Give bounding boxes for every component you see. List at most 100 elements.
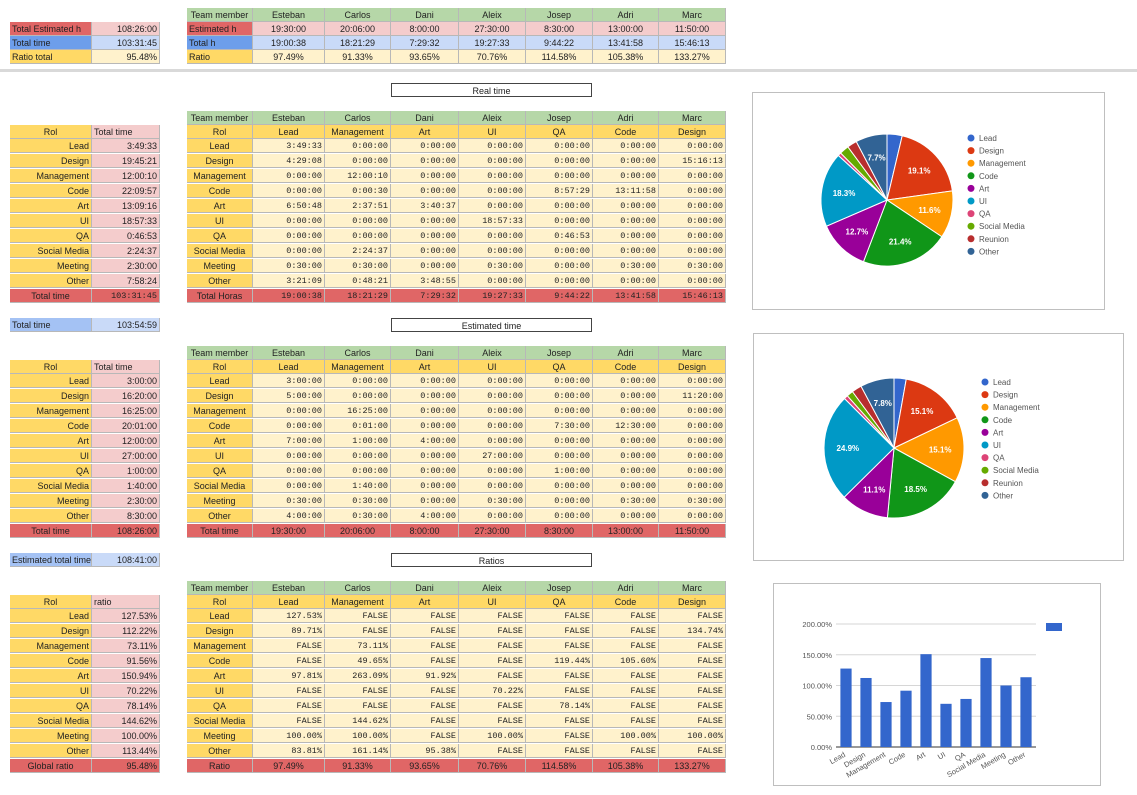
total-time-label[interactable]: Total time xyxy=(10,318,92,332)
matrix-cell[interactable]: 1:00:00 xyxy=(526,464,593,478)
member-name[interactable]: Dani xyxy=(391,8,459,22)
matrix-cell[interactable]: 0:00:00 xyxy=(391,389,459,403)
row-role[interactable]: Other xyxy=(187,509,253,523)
matrix-cell[interactable]: 1:00:00 xyxy=(325,434,391,448)
matrix-cell[interactable]: 0:00:00 xyxy=(593,154,659,168)
row-role[interactable]: Code xyxy=(187,654,253,668)
matrix-cell[interactable]: FALSE xyxy=(526,669,593,683)
estimated-total-value[interactable]: 108:41:00 xyxy=(92,553,160,567)
matrix-cell[interactable]: 0:00:00 xyxy=(593,229,659,243)
summary-label[interactable]: Total time xyxy=(10,36,92,50)
matrix-cell[interactable]: 0:00:00 xyxy=(526,244,593,258)
matrix-cell[interactable]: 13:11:58 xyxy=(593,184,659,198)
matrix-cell[interactable]: 95.38% xyxy=(391,744,459,758)
ratios-section-title[interactable]: Ratios xyxy=(391,553,592,567)
matrix-cell[interactable]: 0:00:00 xyxy=(659,419,726,433)
team-summary-value[interactable]: 27:30:00 xyxy=(459,22,526,36)
matrix-cell[interactable]: 0:30:00 xyxy=(325,509,391,523)
matrix-cell[interactable]: 0:00:00 xyxy=(659,244,726,258)
role-total[interactable]: 100.00% xyxy=(92,729,160,743)
matrix-cell[interactable]: 0:00:00 xyxy=(526,509,593,523)
role-name[interactable]: Other xyxy=(10,509,92,523)
team-footer-value[interactable]: 7:29:32 xyxy=(391,289,459,303)
estimated-section-title[interactable]: Estimated time xyxy=(391,318,592,332)
matrix-cell[interactable]: FALSE xyxy=(253,639,325,653)
team-member-header[interactable]: Team member xyxy=(187,111,253,125)
rol-label[interactable]: Rol xyxy=(187,595,253,609)
role-name[interactable]: Lead xyxy=(10,374,92,388)
team-footer-value[interactable]: 11:50:00 xyxy=(659,524,726,538)
role-total[interactable]: 22:09:57 xyxy=(92,184,160,198)
matrix-cell[interactable]: 3:49:33 xyxy=(253,139,325,153)
team-summary-value[interactable]: 7:29:32 xyxy=(391,36,459,50)
matrix-cell[interactable]: 0:00:00 xyxy=(459,419,526,433)
total-header[interactable]: Total time xyxy=(92,125,160,139)
member-name[interactable]: Adri xyxy=(593,111,659,125)
matrix-cell[interactable]: 70.22% xyxy=(459,684,526,698)
matrix-cell[interactable]: FALSE xyxy=(659,699,726,713)
matrix-cell[interactable]: 0:01:00 xyxy=(325,419,391,433)
total-footer-value[interactable]: 108:26:00 xyxy=(92,524,160,538)
matrix-cell[interactable]: 78.14% xyxy=(526,699,593,713)
member-name[interactable]: Esteban xyxy=(253,581,325,595)
rol-header[interactable]: Rol xyxy=(10,595,92,609)
matrix-cell[interactable]: FALSE xyxy=(459,744,526,758)
matrix-cell[interactable]: 0:00:00 xyxy=(459,184,526,198)
matrix-cell[interactable]: FALSE xyxy=(325,699,391,713)
member-role[interactable]: Management xyxy=(325,595,391,609)
matrix-cell[interactable]: 0:00:00 xyxy=(459,389,526,403)
matrix-cell[interactable]: 0:00:00 xyxy=(459,229,526,243)
team-summary-value[interactable]: 93.65% xyxy=(391,50,459,64)
matrix-cell[interactable]: FALSE xyxy=(593,684,659,698)
total-header[interactable]: ratio xyxy=(92,595,160,609)
team-footer-value[interactable]: 97.49% xyxy=(253,759,325,773)
matrix-cell[interactable]: FALSE xyxy=(391,699,459,713)
matrix-cell[interactable]: 0:00:00 xyxy=(459,274,526,288)
matrix-cell[interactable]: 0:00:00 xyxy=(459,244,526,258)
matrix-cell[interactable]: FALSE xyxy=(459,714,526,728)
role-total[interactable]: 113.44% xyxy=(92,744,160,758)
matrix-cell[interactable]: 0:30:00 xyxy=(593,494,659,508)
member-name[interactable]: Adri xyxy=(593,346,659,360)
matrix-cell[interactable]: FALSE xyxy=(659,714,726,728)
matrix-cell[interactable]: 161.14% xyxy=(325,744,391,758)
matrix-cell[interactable]: 0:00:00 xyxy=(659,184,726,198)
team-footer-value[interactable]: 133.27% xyxy=(659,759,726,773)
matrix-cell[interactable]: 0:30:00 xyxy=(325,259,391,273)
team-footer-value[interactable]: 13:00:00 xyxy=(593,524,659,538)
team-summary-value[interactable]: 105.38% xyxy=(593,50,659,64)
matrix-cell[interactable]: FALSE xyxy=(459,624,526,638)
row-role[interactable]: Design xyxy=(187,624,253,638)
team-footer-value[interactable]: 20:06:00 xyxy=(325,524,391,538)
matrix-cell[interactable]: 0:00:00 xyxy=(659,449,726,463)
matrix-cell[interactable]: 0:00:00 xyxy=(593,479,659,493)
rol-label[interactable]: Rol xyxy=(187,360,253,374)
matrix-cell[interactable]: 0:00:00 xyxy=(659,374,726,388)
matrix-cell[interactable]: 0:00:00 xyxy=(459,199,526,213)
matrix-cell[interactable]: 6:50:48 xyxy=(253,199,325,213)
matrix-cell[interactable]: 0:00:00 xyxy=(391,494,459,508)
matrix-cell[interactable]: FALSE xyxy=(659,639,726,653)
row-role[interactable]: Meeting xyxy=(187,259,253,273)
matrix-cell[interactable]: 18:57:33 xyxy=(459,214,526,228)
matrix-cell[interactable]: FALSE xyxy=(253,699,325,713)
matrix-cell[interactable]: 144.62% xyxy=(325,714,391,728)
matrix-cell[interactable]: FALSE xyxy=(526,624,593,638)
matrix-cell[interactable]: FALSE xyxy=(526,744,593,758)
matrix-cell[interactable]: 0:00:00 xyxy=(391,229,459,243)
summary-value[interactable]: 103:31:45 xyxy=(92,36,160,50)
matrix-cell[interactable]: 0:00:00 xyxy=(459,374,526,388)
team-footer-value[interactable]: 9:44:22 xyxy=(526,289,593,303)
member-role[interactable]: QA xyxy=(526,360,593,374)
matrix-cell[interactable]: FALSE xyxy=(391,714,459,728)
total-footer-value[interactable]: 95.48% xyxy=(92,759,160,773)
matrix-cell[interactable]: 0:00:00 xyxy=(659,274,726,288)
matrix-cell[interactable]: 0:00:00 xyxy=(526,404,593,418)
matrix-cell[interactable]: 0:30:00 xyxy=(593,259,659,273)
matrix-cell[interactable]: 2:37:51 xyxy=(325,199,391,213)
matrix-cell[interactable]: 0:00:00 xyxy=(659,404,726,418)
role-total[interactable]: 3:49:33 xyxy=(92,139,160,153)
role-name[interactable]: Social Media xyxy=(10,244,92,258)
role-name[interactable]: Social Media xyxy=(10,714,92,728)
summary-value[interactable]: 108:26:00 xyxy=(92,22,160,36)
